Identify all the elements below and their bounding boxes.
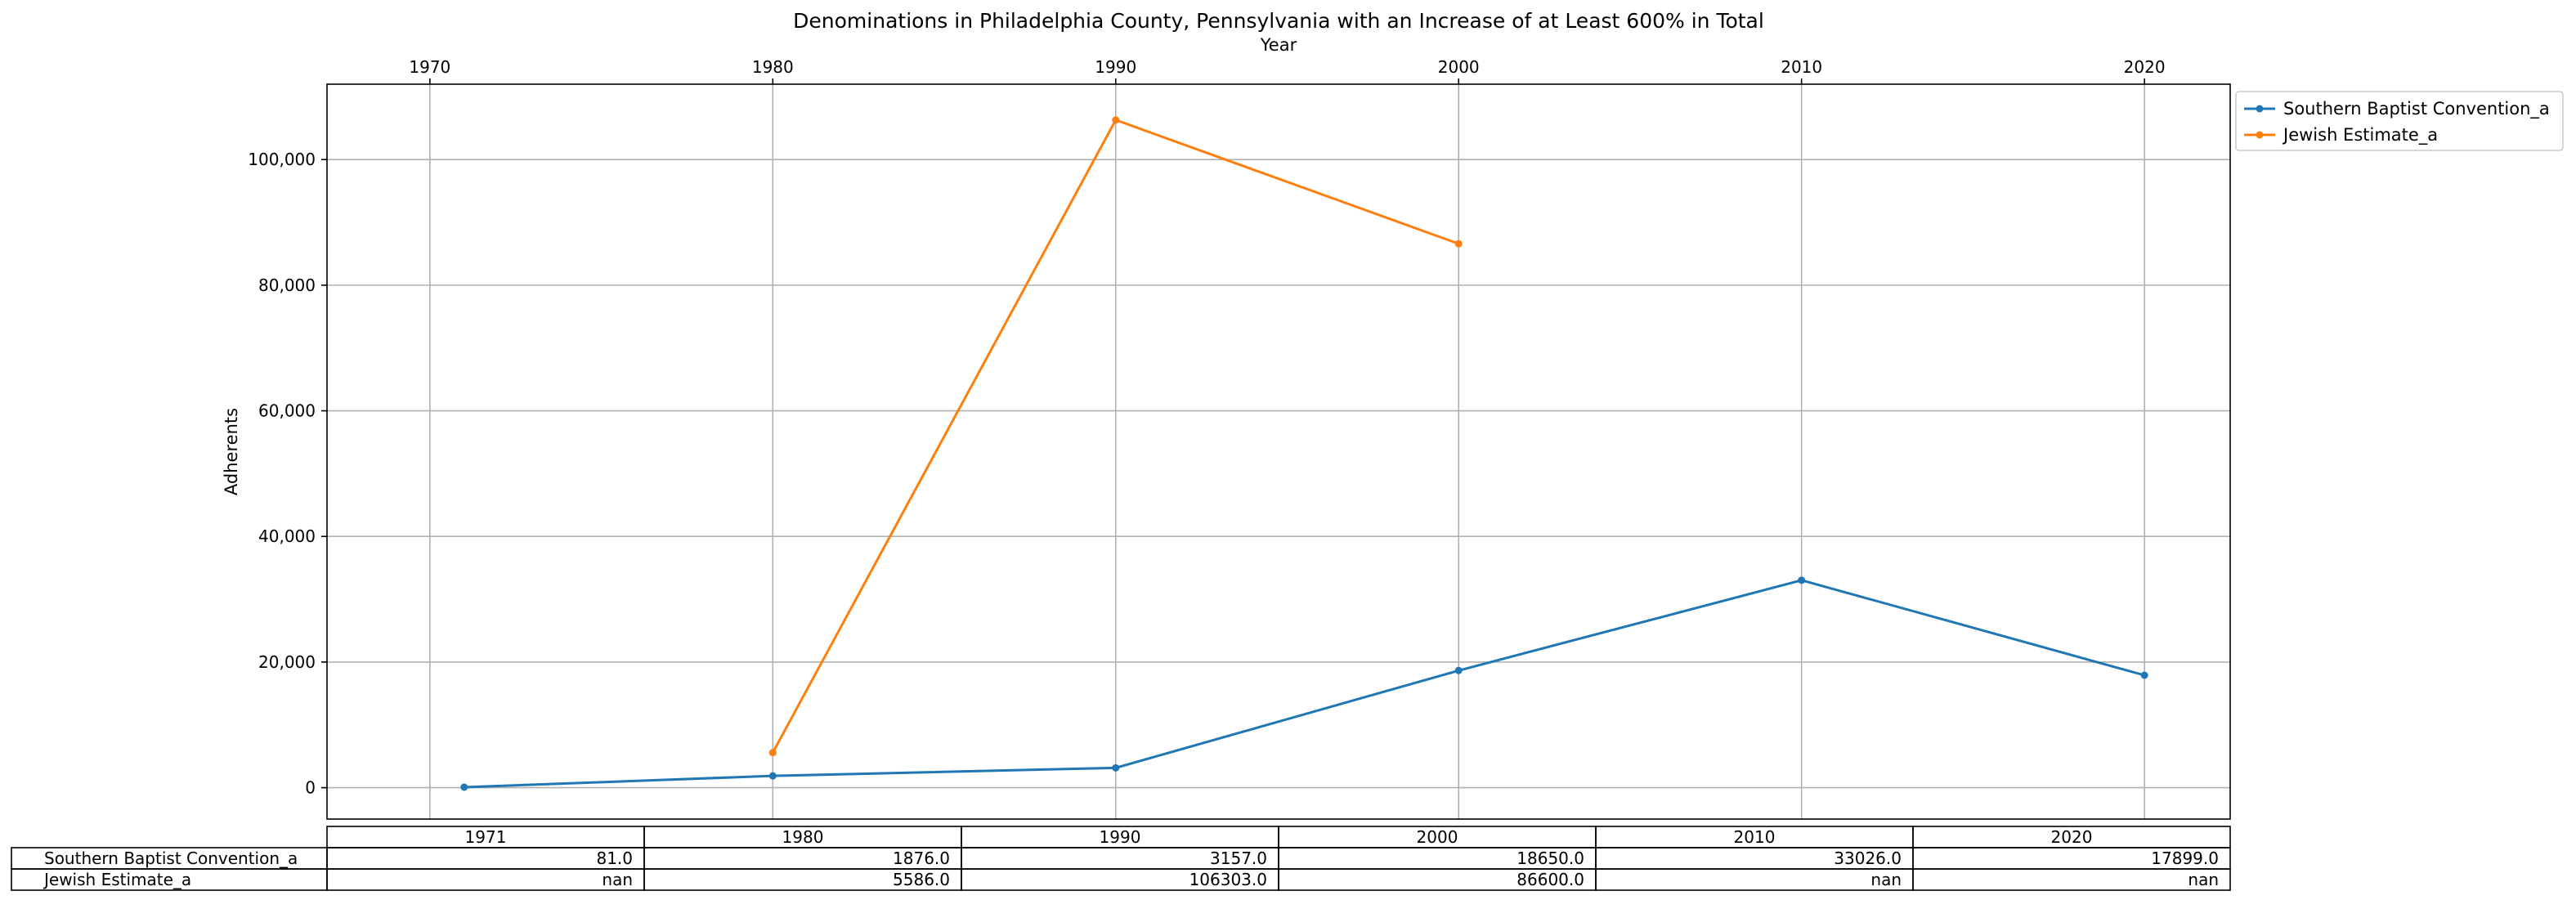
table-header-label: 1980	[782, 827, 824, 847]
table-header-label: 1971	[465, 827, 507, 847]
data-point	[460, 783, 468, 791]
x-tick-label: 1990	[1095, 57, 1136, 77]
table-cell-value: 17899.0	[2151, 849, 2219, 868]
data-point	[1112, 116, 1120, 124]
y-axis-title: Adherents	[222, 408, 241, 495]
table-cell-value: nan	[1870, 870, 1902, 889]
x-tick-label: 1980	[752, 57, 794, 77]
table-cell	[1595, 868, 1914, 891]
y-tick-label: 0	[305, 778, 316, 798]
data-point	[768, 749, 777, 757]
table-header-label: 2020	[2051, 827, 2093, 847]
legend-swatch-marker	[2256, 131, 2264, 139]
data-point	[1112, 763, 1120, 772]
table-cell-value: 106303.0	[1189, 870, 1267, 889]
x-tick-label: 2010	[1781, 57, 1822, 77]
legend: Southern Baptist Convention_a Jewish Esti…	[2235, 91, 2564, 151]
table-header-label: 1990	[1100, 827, 1141, 847]
table-row-label: Southern Baptist Convention_a	[44, 849, 298, 868]
gridlines	[327, 84, 2230, 819]
legend-box	[2235, 91, 2564, 151]
table-cell-value: 81.0	[596, 849, 633, 868]
x-tick-label: 1970	[409, 57, 450, 77]
data-table: 1971 1980 1990 2000 2010 2020 Southern Baptist…	[11, 826, 2231, 891]
table-cell-value: 1876.0	[893, 849, 950, 868]
axis-ticks: 1970 1980 1990 2000 2010 2020 0 20,000 40,000 60,…	[248, 57, 2165, 798]
table-cell-value: 3157.0	[1210, 849, 1267, 868]
data-point	[768, 772, 777, 780]
y-tick-label: 60,000	[258, 401, 316, 421]
x-tick-label: 2000	[1438, 57, 1480, 77]
table-cell	[326, 868, 645, 891]
table-cell-value: 18650.0	[1516, 849, 1584, 868]
y-tick-label: 20,000	[258, 652, 316, 672]
legend-label: Jewish Estimate_a	[2282, 125, 2438, 146]
y-tick-label: 80,000	[258, 275, 316, 295]
table-cell-value: 33026.0	[1834, 849, 1902, 868]
plot-frame	[326, 83, 2231, 820]
x-tick-label: 2020	[2124, 57, 2166, 77]
table-cell-value: nan	[602, 870, 633, 889]
y-tick-label: 40,000	[258, 526, 316, 546]
series-line-0	[464, 579, 2145, 789]
legend-label: Southern Baptist Convention_a	[2283, 99, 2550, 119]
data-point	[1798, 576, 1806, 584]
chart-title: Denominations in Philadelphia County, Pe…	[793, 9, 1764, 33]
data-point	[1454, 240, 1463, 248]
series-lines	[460, 116, 2148, 791]
table-header-label: 2010	[1734, 827, 1776, 847]
legend-swatch-marker	[2256, 105, 2264, 113]
data-point	[1454, 666, 1463, 674]
x-axis-title: Year	[1260, 35, 1297, 55]
table-row-label: Jewish Estimate_a	[43, 870, 191, 889]
table-cell	[1912, 868, 2231, 891]
table-cell-value: 86600.0	[1516, 870, 1584, 889]
table-cell-value: nan	[2188, 870, 2219, 889]
table-cell-value: 5586.0	[893, 870, 950, 889]
y-tick-label: 100,000	[248, 150, 316, 169]
data-point	[2140, 671, 2148, 679]
table-header-label: 2000	[1417, 827, 1458, 847]
